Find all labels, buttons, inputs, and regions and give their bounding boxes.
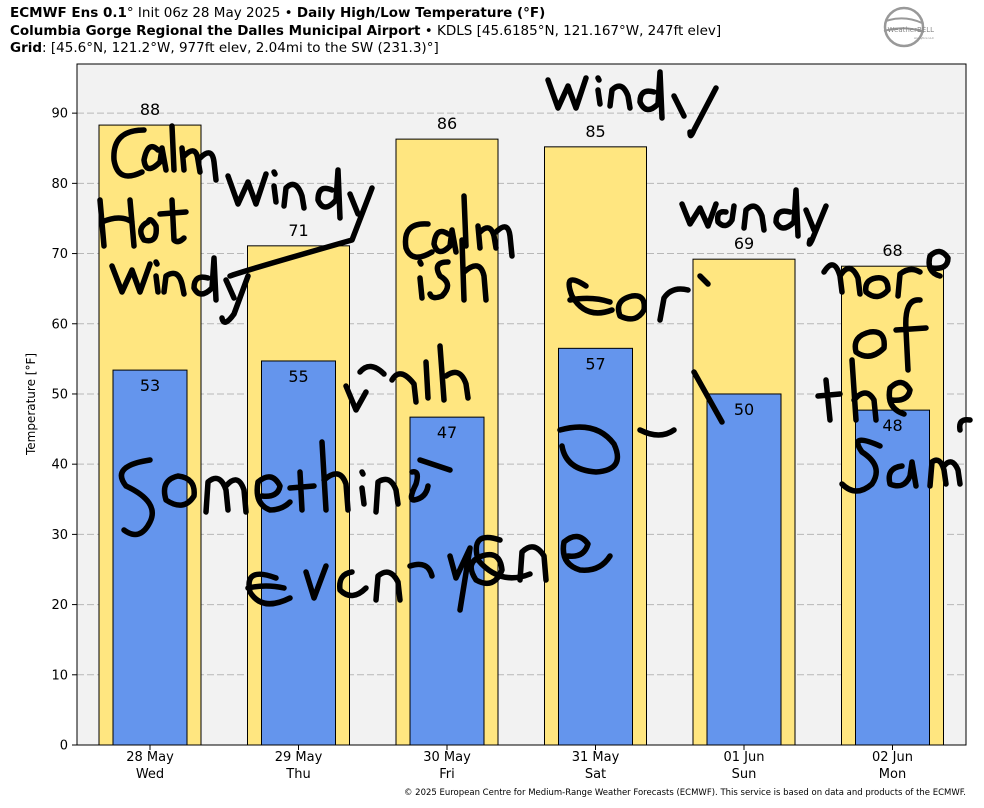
logo-swoosh: [883, 17, 925, 33]
product-name: Daily High/Low Temperature (°F): [296, 5, 546, 21]
high-temp-label: 71: [288, 221, 308, 240]
x-tick-date: 01 Jun: [724, 750, 765, 765]
x-tick-day: Mon: [879, 767, 906, 782]
scribble-something-1: [118, 457, 293, 538]
x-tick-day: Fri: [439, 767, 455, 782]
x-tick-date: 29 May: [275, 750, 323, 765]
x-tick-date: 31 May: [572, 750, 620, 765]
scribble-windy-2: [225, 167, 375, 279]
y-tick-label: 80: [51, 177, 68, 192]
y-tick-label: 0: [60, 739, 68, 754]
scribble-calm-2: [402, 193, 515, 260]
high-temp-label: 85: [585, 122, 605, 141]
y-tick-label: 50: [51, 387, 68, 402]
value-labels: 88 53 71 55 86 47 85 57 69 50 68 48: [140, 100, 903, 442]
low-temp-bar: [261, 360, 336, 746]
x-tick-day: Sat: [585, 767, 606, 782]
logo-text: WeatherBELL: [888, 26, 935, 34]
high-temp-label: 69: [734, 234, 754, 253]
scribble-calm-1: [111, 123, 219, 183]
low-temp-label: 53: [140, 376, 160, 395]
scribble-ish: [417, 237, 489, 303]
y-tick-label: 10: [51, 668, 68, 683]
y-tick-label: 70: [51, 247, 68, 262]
chart-title-line-1: ECMWF Ens 0.1° Init 06z 28 May 2025 • Da…: [10, 5, 545, 22]
y-tick-label: 30: [51, 528, 68, 543]
low-temp-label: 55: [288, 367, 308, 386]
x-tick-day: Sun: [732, 767, 757, 782]
logo-globe: [883, 6, 925, 48]
x-tick-date: 30 May: [423, 750, 471, 765]
logo-subtext: Analytics LLC: [914, 36, 934, 40]
footer-attribution: © 2025 European Centre for Medium-Range …: [403, 788, 966, 798]
scribble-everyone-2: [407, 533, 613, 613]
scribble-everyone-tail: [473, 369, 725, 581]
plot-frame: [76, 63, 967, 746]
y-tick-label: 60: [51, 317, 68, 332]
x-axis: 28 May Wed 29 May Thu 30 May Fri 31 May Sat 01 J…: [126, 745, 913, 782]
scribble-windy-low: [343, 343, 471, 413]
y-axis: Temperature [°F] 0 10 20 30 40 50 60 70 80 90: [24, 107, 77, 754]
high-temp-label: 88: [140, 100, 160, 119]
x-tick-day: Thu: [285, 767, 310, 782]
low-temp-bar: [112, 369, 188, 746]
high-temp-label: 86: [437, 114, 457, 133]
high-temp-label: 68: [882, 241, 902, 260]
x-tick-date: 02 Jun: [872, 750, 913, 765]
scribble-hot: [97, 197, 189, 249]
grid-lines: [77, 112, 966, 676]
scribble-the: [815, 357, 913, 423]
scribble-windy-1: [109, 255, 251, 325]
scribble-same: [839, 416, 973, 494]
low-temp-bar: [706, 393, 782, 746]
title-separator: •: [280, 5, 297, 21]
plot-area-background: [77, 64, 966, 745]
scribble-more: [821, 248, 951, 300]
scribble-everyone-1: [245, 563, 403, 607]
init-time: Init 06z 28 May 2025: [133, 5, 281, 21]
y-tick-label: 20: [51, 598, 68, 613]
low-temp-label: 57: [585, 354, 605, 373]
low-temp-label: 48: [882, 416, 902, 435]
scribble-something-2: [287, 439, 453, 515]
low-temp-label: 50: [734, 400, 754, 419]
grid-info: : [45.6°N, 121.2°W, 977ft elev, 2.04mi t…: [42, 40, 439, 56]
station-info: • KDLS [45.6185°N, 121.167°W, 247ft elev…: [420, 23, 722, 39]
low-temp-label: 47: [437, 423, 457, 442]
y-tick-label: 40: [51, 458, 68, 473]
grid-label: Grid: [10, 40, 43, 56]
scribble-windy-right: [679, 187, 829, 247]
chart-title-line-3: Grid: [45.6°N, 121.2°W, 977ft elev, 2.04…: [10, 40, 439, 57]
low-temp-bar: [855, 409, 930, 746]
station-name: Columbia Gorge Regional the Dalles Munic…: [10, 23, 421, 39]
y-axis-label: Temperature [°F]: [24, 353, 38, 456]
scribble-windy-top: [545, 69, 719, 139]
model-name: ECMWF Ens 0.1: [10, 5, 127, 21]
x-tick-day: Wed: [136, 767, 164, 782]
x-tick-date: 28 May: [126, 750, 174, 765]
handwritten-annotations: [97, 69, 973, 613]
chart-title-line-2: Columbia Gorge Regional the Dalles Munic…: [10, 23, 721, 40]
bars: [98, 124, 944, 746]
model-degree: °: [126, 5, 134, 21]
scribble-of: [852, 297, 929, 373]
low-temp-bar: [558, 347, 633, 746]
weatherbell-logo: WeatherBELL Analytics LLC: [883, 6, 935, 48]
scribble-for: [566, 273, 711, 323]
y-tick-label: 90: [51, 107, 68, 122]
